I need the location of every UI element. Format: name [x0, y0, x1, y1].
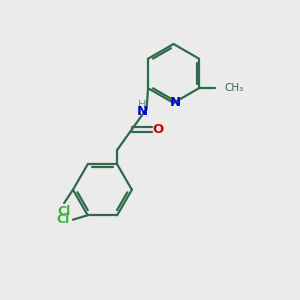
- Text: CH₃: CH₃: [224, 83, 243, 93]
- Text: Cl: Cl: [58, 205, 71, 218]
- Text: N: N: [169, 96, 181, 110]
- Text: Cl: Cl: [56, 213, 69, 226]
- Text: H: H: [138, 100, 146, 110]
- Text: O: O: [153, 123, 164, 136]
- Text: N: N: [136, 105, 148, 118]
